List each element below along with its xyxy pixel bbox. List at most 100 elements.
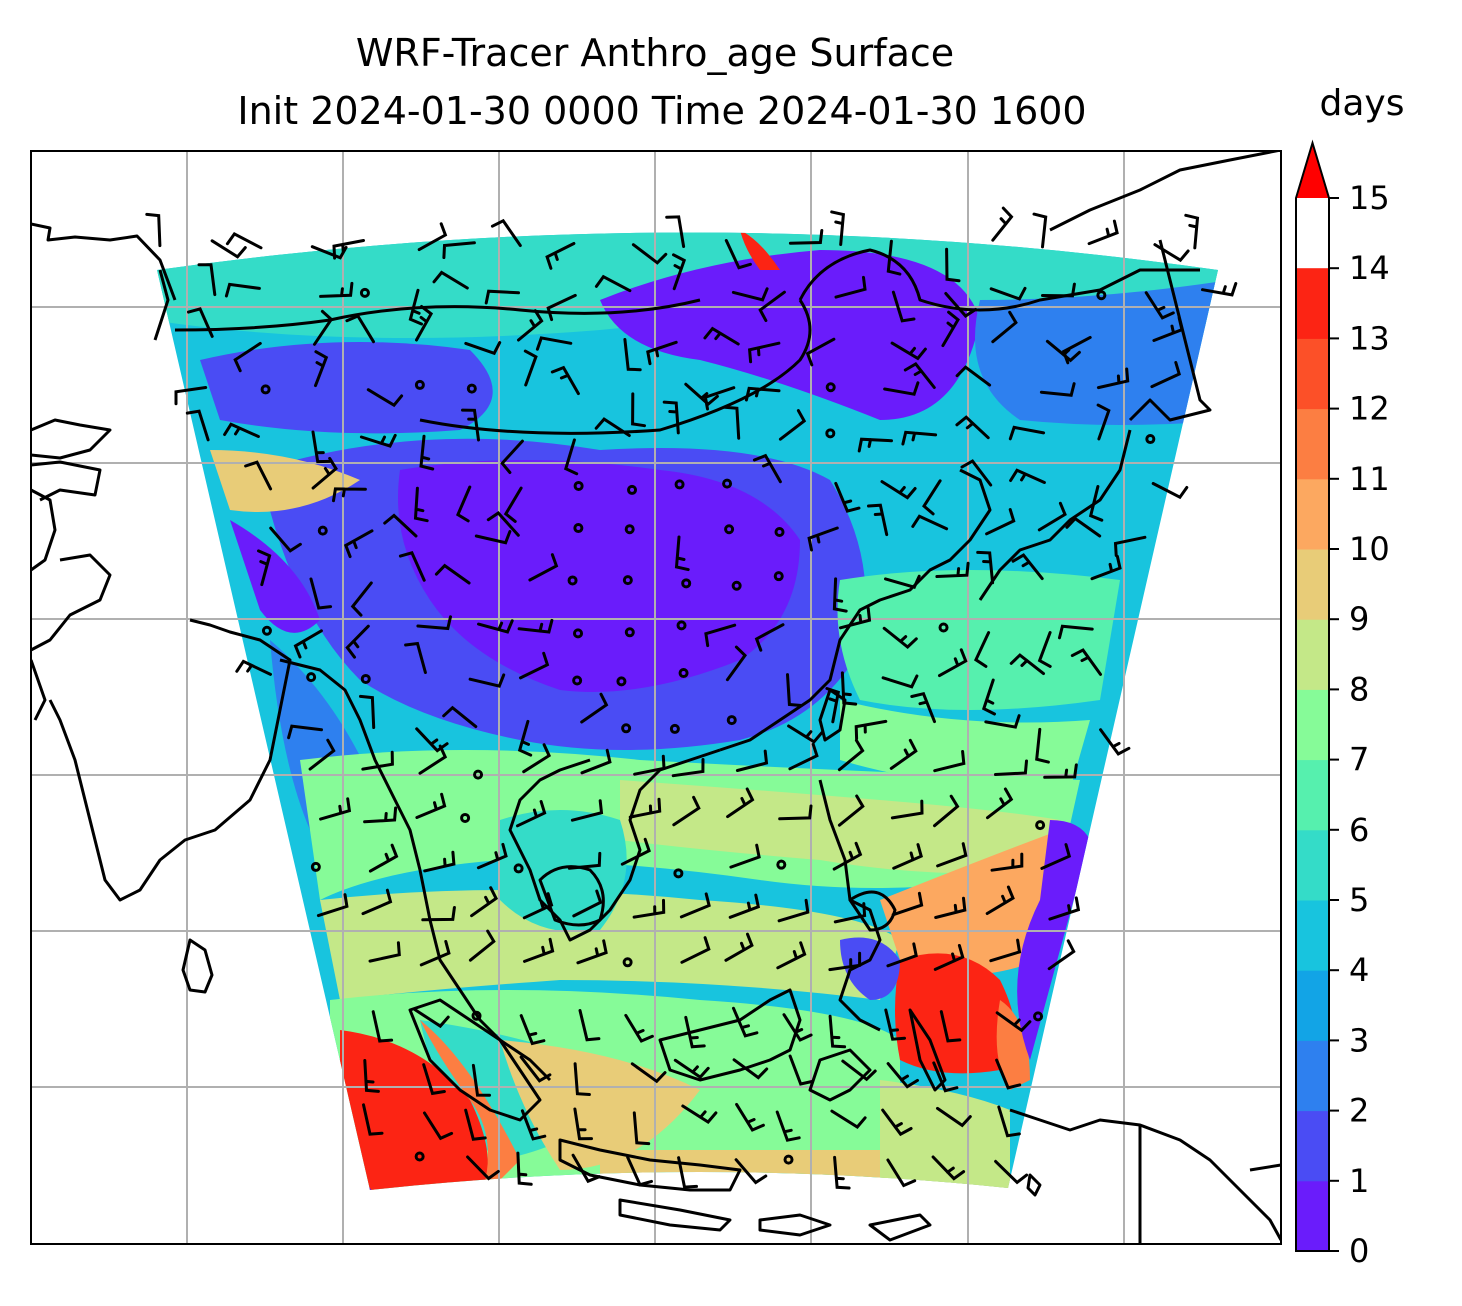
wind-barb [578, 1009, 601, 1042]
wind-barb [890, 341, 927, 361]
wind-barb [624, 1013, 654, 1043]
wind-barb [1037, 631, 1052, 668]
wind-barb [960, 459, 993, 487]
colorbar-bands [1295, 139, 1330, 1252]
wind-barb [886, 942, 918, 968]
calm-wind-circle [627, 484, 638, 495]
wind-barb [486, 511, 520, 537]
wind-barb [1037, 501, 1067, 532]
wind-barb [834, 275, 867, 299]
wind-barb [1009, 468, 1046, 484]
wind-barb [758, 290, 786, 323]
wind-barb [778, 409, 807, 441]
coastline [31, 418, 112, 460]
wind-barb [413, 486, 429, 523]
wind-barb [535, 336, 573, 351]
wind-barb [984, 714, 1021, 729]
wind-barb [886, 239, 902, 276]
calm-wind-circle [674, 479, 685, 490]
wind-barb [837, 794, 865, 827]
wind-barb [313, 309, 334, 346]
wind-barb [939, 1010, 962, 1043]
calm-wind-circle [414, 379, 425, 390]
calm-wind-circle [773, 571, 784, 582]
calm-wind-circle [938, 622, 949, 633]
wind-barb [994, 759, 1028, 776]
wind-barb [368, 843, 399, 873]
wind-barb [825, 687, 841, 724]
wind-barb [936, 842, 968, 868]
wind-barb [830, 210, 846, 246]
coastline [1049, 151, 1281, 232]
wind-barb [891, 891, 924, 917]
wind-barb [404, 641, 427, 674]
wind-barb [724, 932, 754, 962]
wind-barb [620, 837, 651, 866]
coastline-philippines [818, 779, 882, 1032]
wind-barb [470, 886, 499, 918]
wind-barb [464, 341, 502, 356]
wind-barb [933, 794, 960, 828]
wind-barb [828, 951, 862, 972]
wind-barb [723, 405, 741, 440]
colorbar-band [1296, 619, 1329, 690]
wind-barb [415, 727, 449, 753]
wind-barb [503, 486, 523, 523]
wind-barb [359, 694, 376, 729]
wind-barb [944, 292, 978, 318]
wind-barb [185, 409, 210, 442]
wind-barb [528, 553, 559, 582]
wind-barb [363, 806, 398, 824]
calm-wind-circle [678, 668, 689, 679]
wind-barb [1099, 728, 1131, 756]
wind-barb [1096, 367, 1130, 390]
wind-barb [955, 415, 990, 440]
wind-barb [225, 231, 263, 250]
wind-barb [319, 797, 352, 821]
wind-barb [889, 738, 918, 770]
calm-wind-circle [825, 382, 836, 393]
border [419, 299, 812, 435]
wind-barb [633, 754, 666, 776]
wind-barb [788, 229, 824, 245]
coastline-china [719, 468, 992, 752]
field-region [340, 1030, 488, 1190]
wind-barb [570, 799, 604, 822]
wind-barb [632, 1111, 651, 1146]
wind-barb [223, 422, 260, 438]
wind-barb [408, 288, 423, 326]
colorbar-band [1296, 1180, 1329, 1252]
wind-barb [418, 744, 448, 775]
wind-barb [732, 1058, 769, 1080]
wind-barbs [145, 206, 1238, 1190]
wind-barb [626, 1155, 653, 1187]
wind-barb [343, 529, 374, 559]
wind-barb [580, 748, 612, 775]
wind-barb [680, 936, 711, 964]
colorbar-tick-label: 8 [1349, 670, 1369, 708]
wind-barb [922, 479, 942, 516]
wind-barb [419, 940, 451, 967]
wind-barb [474, 530, 512, 545]
colorbar-tick-label: 2 [1349, 1092, 1369, 1130]
wind-barb [359, 433, 397, 448]
wind-barb [363, 1059, 380, 1093]
wind-barb [461, 408, 480, 442]
wind-barb [747, 341, 781, 364]
wind-barb [308, 738, 336, 771]
calm-wind-circle [673, 868, 684, 879]
wind-barb [1096, 403, 1111, 441]
wind-barb [841, 1059, 877, 1082]
coastline-srilanka [181, 938, 214, 994]
field-region [620, 780, 1060, 874]
colorbar-band [1296, 408, 1329, 480]
calm-wind-circle [622, 957, 633, 968]
wind-barb [882, 626, 918, 649]
colorbar-band [1296, 1040, 1329, 1112]
wind-barb [776, 941, 807, 970]
wind-barb [477, 619, 514, 634]
wind-barb [517, 719, 533, 757]
wind-barb [805, 337, 836, 367]
wind-barb [366, 388, 404, 408]
coastline-sulawesi [808, 1048, 872, 1102]
